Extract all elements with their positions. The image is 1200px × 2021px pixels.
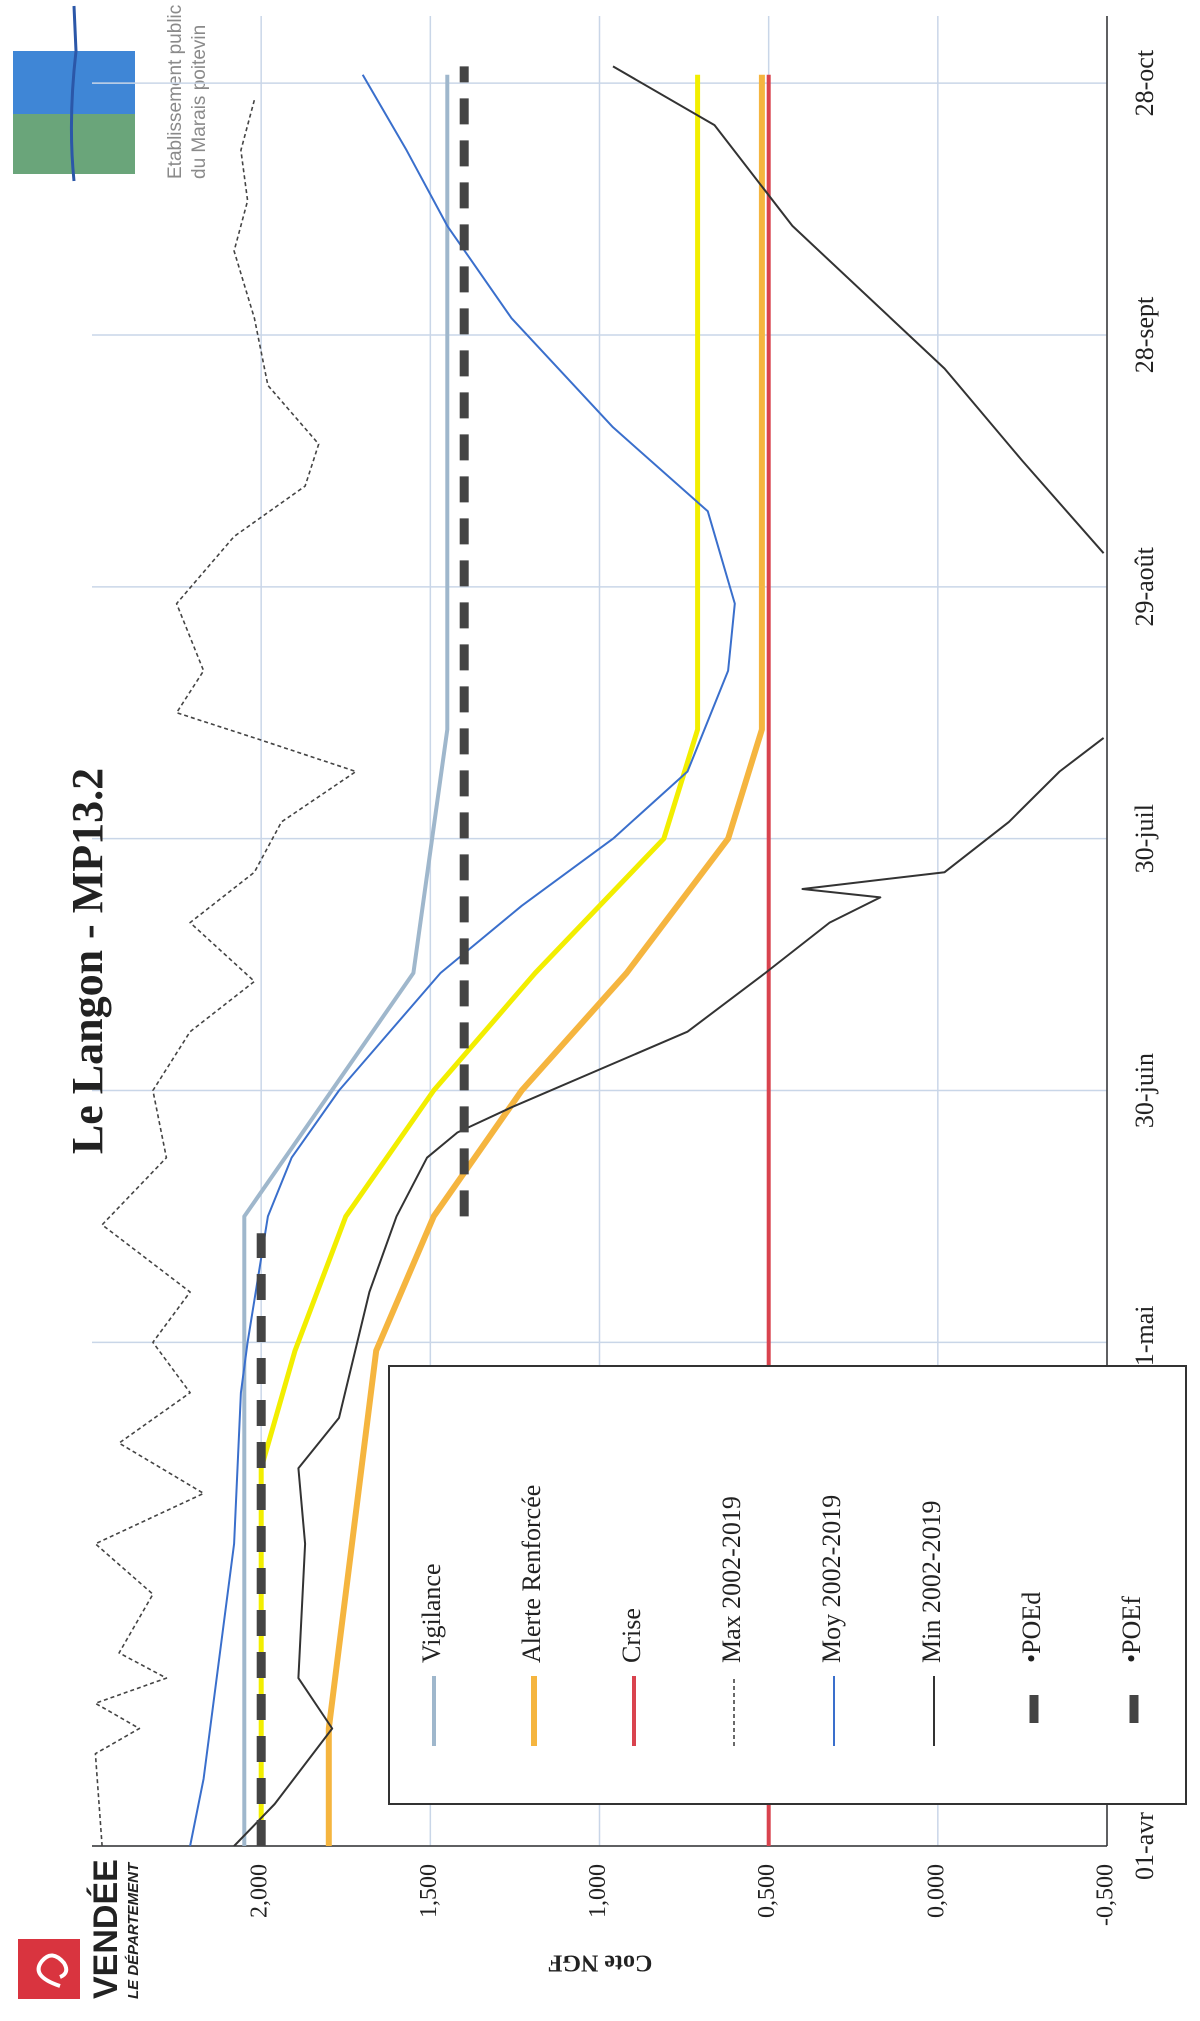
logo-green (13, 114, 135, 174)
legend-box (388, 1365, 1187, 1805)
vendee-logo: VENDÉE LE DÉPARTEMENT (18, 1859, 142, 1999)
series-line (189, 74, 736, 1847)
legend-label: Max 2002-2019 (717, 1496, 746, 1663)
x-tick-label: 28-oct (1130, 49, 1159, 116)
legend-label: Alerte Renforcée (517, 1485, 546, 1663)
series-line (94, 99, 357, 1847)
logo-text: Etablissement public (165, 5, 186, 179)
legend-label: Crise (617, 1608, 646, 1663)
x-tick-label: 29-août (1130, 546, 1159, 626)
legend-label: •POEf (1117, 1596, 1146, 1663)
y-axis-title: Cote NGF (548, 1949, 653, 1975)
x-tick-label: 01-avr (1130, 1812, 1159, 1880)
x-tick-label: 30-juil (1130, 804, 1159, 873)
logo-mark (18, 1939, 80, 1999)
y-tick-label: 0,500 (754, 1864, 780, 1918)
series (94, 65, 1105, 1847)
series-line (325, 74, 765, 1846)
y-tick-label: 2,000 (247, 1864, 273, 1918)
y-tick-label: 0,000 (923, 1864, 949, 1918)
epmp-logo: Etablissement public du Marais poitevin (13, 5, 210, 182)
series-line (233, 65, 1105, 1847)
series-line (258, 74, 701, 1846)
x-tick-label: 30-juin (1130, 1053, 1159, 1128)
legend: Vigilance Alerte Renforcée Crise Max 2002-2… (388, 1365, 1187, 1805)
chart-title: Le Langon - MP13.2 (63, 768, 112, 1154)
series-line (242, 74, 450, 1846)
legend-label: Vigilance (417, 1563, 446, 1663)
logo-text: VENDÉE (87, 1859, 125, 1999)
legend-label: Moy 2002-2019 (817, 1495, 846, 1663)
y-tick-label: 1,500 (416, 1864, 442, 1918)
logo-swirl (36, 1953, 69, 1988)
logo-wave (69, 5, 78, 182)
legend-label: •POEd (1017, 1592, 1046, 1663)
y-tick-label: -0,500 (1093, 1864, 1119, 1926)
x-tick-label: 28-sept (1130, 296, 1159, 373)
y-tick-label: 1,000 (585, 1864, 611, 1918)
legend-label: Min 2002-2019 (917, 1501, 946, 1664)
logo-text: du Marais poitevin (189, 25, 210, 179)
logo-subtext: LE DÉPARTEMENT (125, 1861, 142, 1999)
